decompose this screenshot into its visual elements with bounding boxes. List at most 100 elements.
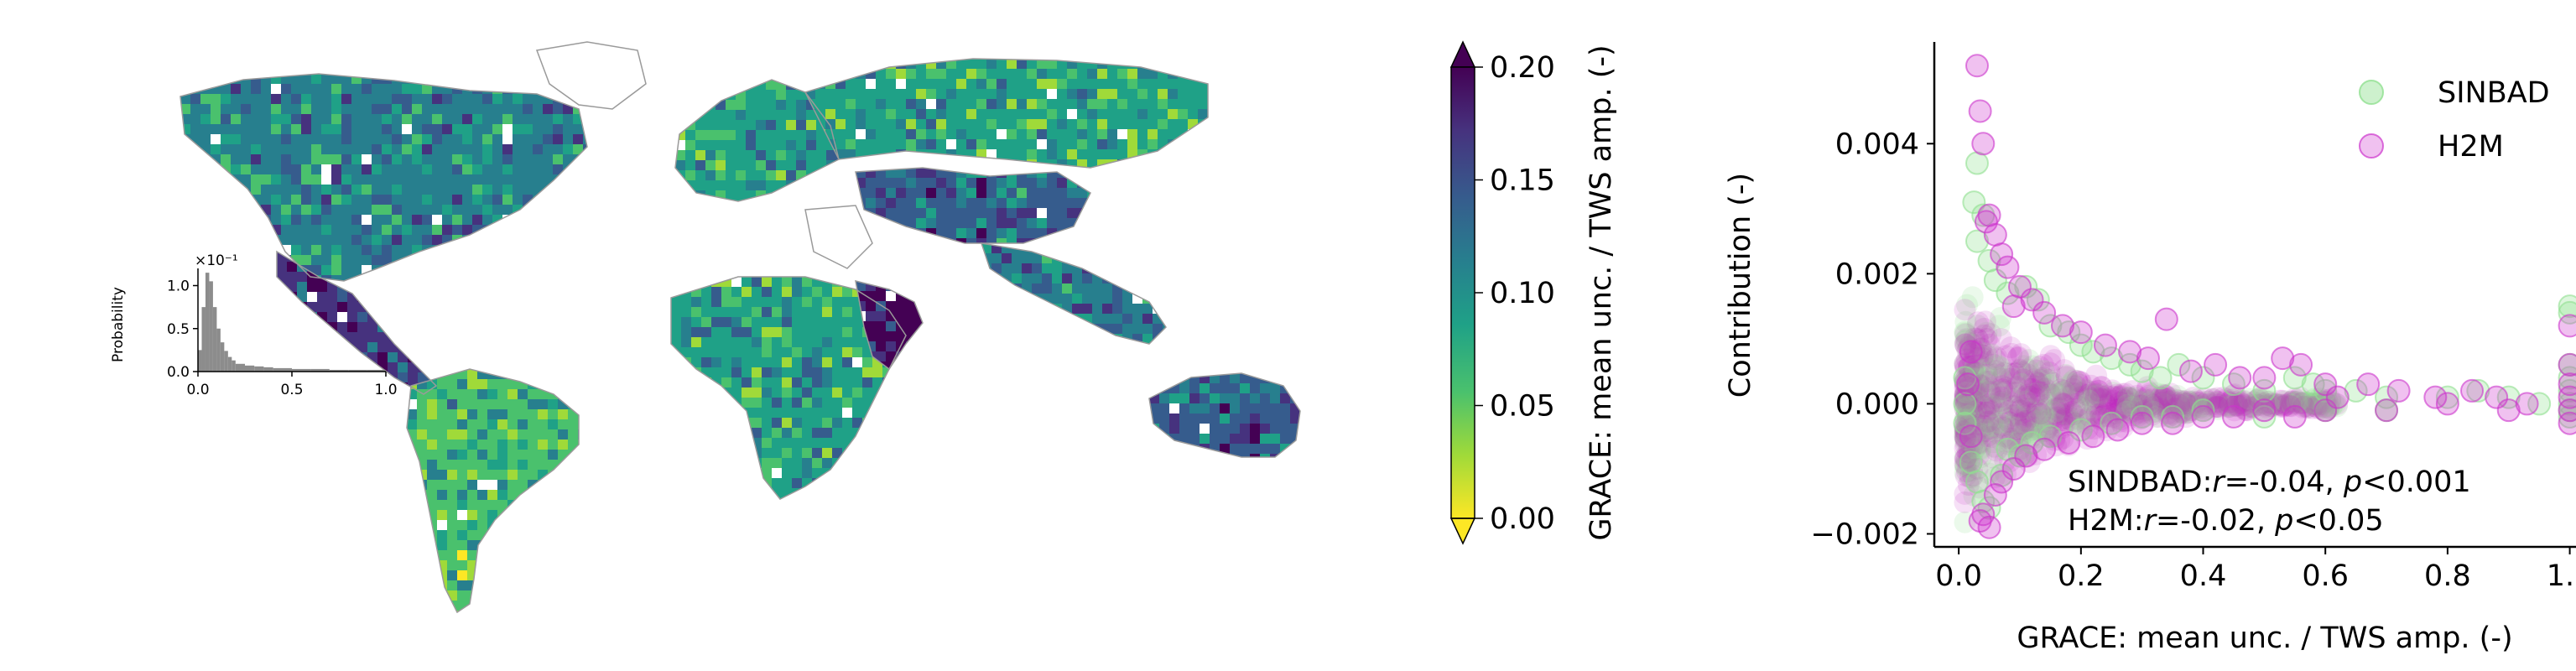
- scatter-core-point: [2031, 393, 2053, 416]
- scatter-core-point: [2095, 388, 2118, 410]
- scatter-core-point: [2040, 383, 2063, 406]
- scatter-core-point: [2153, 387, 2176, 409]
- scatter-core-point: [2029, 403, 2052, 425]
- scatter-core-point: [2206, 391, 2229, 414]
- scatter-core-point: [1958, 345, 1980, 367]
- scatter-core-point: [2062, 382, 2084, 404]
- scatter-core-point: [2109, 385, 2131, 408]
- scatter-core-point: [2105, 383, 2128, 406]
- scatter-core-point: [2089, 406, 2111, 429]
- scatter-core-point: [2121, 393, 2144, 415]
- inset-bar: [201, 307, 206, 372]
- scatter-core-point: [1954, 322, 1976, 345]
- scatter-point-sinbad: [2026, 288, 2050, 312]
- scatter-panel: 0.00.20.40.60.81.0−0.0020.0000.0020.004 …: [1724, 42, 2576, 655]
- scatter-core-point: [2003, 381, 2026, 403]
- coastline: [674, 79, 840, 202]
- scatter-core-point: [2226, 393, 2249, 415]
- scatter-core-point: [2157, 388, 2180, 410]
- scatter-point-h2m: [2105, 418, 2130, 442]
- scatter-core-point: [2272, 395, 2294, 418]
- scatter-core-point: [2107, 400, 2130, 423]
- stats-annotation: SINDBAD:r=-0.04, p<0.001 H2M:r=-0.02, p<…: [2068, 466, 2471, 538]
- scatter-core-point: [1954, 491, 1976, 513]
- scatter-core-point: [1996, 377, 2018, 399]
- scatter-core-point: [2128, 391, 2151, 414]
- scatter-core-point: [1959, 381, 1982, 403]
- scatter-core-point: [2134, 387, 2157, 409]
- scatter-core-point: [2095, 394, 2118, 417]
- scatter-core-point: [2220, 394, 2243, 417]
- scatter-core-point: [2058, 385, 2080, 408]
- scatter-point-sinbad: [2167, 352, 2191, 377]
- scatter-core-point: [2067, 395, 2089, 418]
- scatter-core-point: [2280, 391, 2303, 414]
- scatter-core-point: [2008, 359, 2031, 382]
- scatter-core-point: [1990, 386, 2012, 408]
- scatter-point-sinbad: [2282, 366, 2307, 390]
- scatter-core-point: [2308, 398, 2330, 420]
- scatter-core-point: [1955, 411, 1978, 434]
- scatter-core-point: [2207, 393, 2230, 416]
- scatter-core-point: [2150, 387, 2173, 409]
- scatter-core-point: [1963, 327, 1985, 350]
- scatter-core-point: [2212, 387, 2235, 409]
- scatter-core-point: [2230, 394, 2253, 417]
- map-region: [805, 59, 1208, 168]
- scatter-core-point: [2043, 349, 2066, 372]
- legend-marker-sinbad: [2359, 80, 2384, 105]
- scatter-point-h2m: [2282, 404, 2307, 429]
- scatter-core-point: [2037, 416, 2059, 439]
- scatter-core-point: [2053, 393, 2075, 415]
- scatter-core-point: [1954, 382, 1977, 405]
- scatter-core-point: [2008, 358, 2031, 381]
- scatter-core-point: [1975, 393, 1998, 415]
- scatter-point-sinbad: [1965, 470, 1989, 494]
- scatter-core-point: [2012, 355, 2035, 377]
- scatter-core-point: [1954, 372, 1977, 395]
- scatter-core-point: [2272, 389, 2294, 412]
- scatter-core-point: [2143, 401, 2166, 424]
- scatter-core-point: [1966, 422, 1989, 445]
- scatter-core-point: [2048, 401, 2071, 424]
- scatter-core-point: [1978, 417, 2001, 440]
- scatter-core-point: [2149, 386, 2172, 408]
- scatter-points: [1953, 54, 2576, 539]
- scatter-core-point: [2290, 392, 2313, 414]
- scatter-core-point: [1954, 425, 1976, 448]
- scatter-core-point: [1957, 474, 1980, 497]
- scatter-core-point: [2173, 399, 2195, 422]
- scatter-core-point: [2121, 380, 2144, 403]
- scatter-core-point: [1975, 362, 1998, 385]
- scatter-core-point: [2102, 382, 2125, 404]
- scatter-core-point: [2043, 401, 2066, 424]
- map-region: [407, 369, 579, 612]
- scatter-core-point: [2039, 352, 2062, 375]
- scatter-core-point: [1997, 410, 2020, 433]
- scatter-core-point: [2017, 384, 2039, 407]
- scatter-core-point: [2023, 387, 2046, 409]
- scatter-core-point: [1957, 419, 1980, 441]
- scatter-core-point: [2109, 395, 2131, 418]
- scatter-core-point: [1954, 323, 1977, 346]
- scatter-core-point: [2092, 388, 2115, 411]
- scatter-core-point: [1957, 372, 1980, 395]
- scatter-core-point: [2017, 409, 2040, 432]
- scatter-xtick-label: 0.6: [2302, 559, 2349, 593]
- scatter-core-point: [1992, 361, 2015, 383]
- scatter-core-point: [2075, 401, 2098, 424]
- scatter-core-point: [1982, 408, 2005, 430]
- scatter-core-point: [2027, 398, 2049, 420]
- scatter-core-point: [1975, 401, 1997, 424]
- scatter-core-point: [1954, 299, 1976, 321]
- scatter-point-h2m: [2386, 378, 2411, 403]
- scatter-xlabel: GRACE: mean unc. / TWS amp. (-): [2017, 622, 2512, 655]
- scatter-core-point: [2139, 393, 2162, 415]
- scatter-point-sinbad: [2313, 378, 2338, 403]
- inset-bar: [205, 273, 210, 372]
- scatter-core-point: [2179, 394, 2202, 417]
- scatter-point-h2m: [1968, 508, 1992, 533]
- scatter-core-point: [2286, 391, 2308, 414]
- scatter-core-point: [2012, 382, 2035, 404]
- scatter-core-point: [2001, 342, 2023, 365]
